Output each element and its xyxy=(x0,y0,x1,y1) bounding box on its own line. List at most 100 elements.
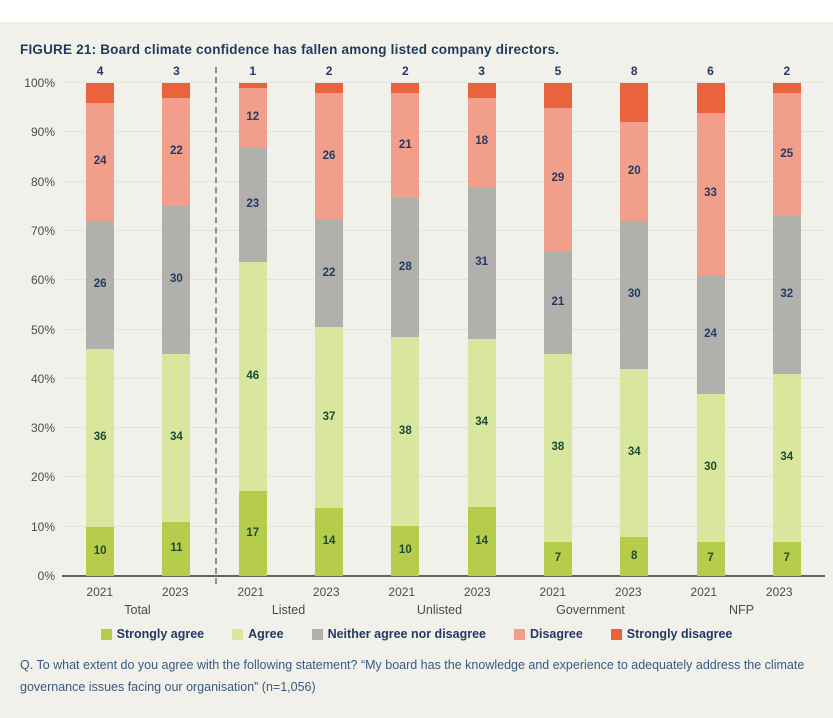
bar-segment-strongly-agree: 11 xyxy=(162,521,191,576)
bar-listed-2023: 14 37 22 26 xyxy=(315,83,344,576)
figure-panel: FIGURE 21: Board climate confidence has … xyxy=(0,22,833,718)
y-axis-tick-label: 70% xyxy=(30,223,55,238)
legend-item-strongly-disagree: Strongly disagree xyxy=(610,627,732,641)
segment-value-label: 38 xyxy=(398,424,412,437)
segment-value-label: 21 xyxy=(551,295,565,308)
legend-item-strongly-agree: Strongly agree xyxy=(100,627,205,641)
gridline xyxy=(62,131,825,133)
segment-value-label: 14 xyxy=(475,534,489,547)
bar-segment-strongly-agree: 14 xyxy=(467,506,496,576)
bar-slot-total-2023: 3 11 34 30 22 xyxy=(138,64,214,576)
gridline xyxy=(62,525,825,527)
bar-top-value-strongly-disagree: 2 xyxy=(401,64,409,78)
x-axis-year-label: 2021 xyxy=(690,585,718,599)
stacked-bar-chart: 0% 10% 20% 30% 40% 50% 60% 70% 80% 90% 100% 4 10 36 2… xyxy=(0,64,825,617)
segment-value-label: 38 xyxy=(551,441,565,454)
bar-slot-listed-2023: 2 14 37 22 26 xyxy=(291,64,367,576)
bar-listed-2021: 17 46 23 12 xyxy=(238,83,267,576)
bar-segment-neither-agree-nor-disagree: 23 xyxy=(238,147,267,263)
bar-segment-agree: 30 xyxy=(696,393,725,542)
segment-value-label: 31 xyxy=(475,256,489,269)
x-axis-baseline xyxy=(62,575,825,577)
x-axis-year-label: 2021 xyxy=(539,585,567,599)
y-axis-tick-label: 0% xyxy=(37,569,55,583)
legend-item-disagree: Disagree xyxy=(513,627,583,641)
bar-segment-agree: 34 xyxy=(620,368,649,537)
bar-segment-disagree: 26 xyxy=(315,92,344,220)
bar-slot-government-2023: 8 8 34 30 20 xyxy=(596,64,672,576)
bar-segment-strongly-agree: 8 xyxy=(620,536,649,576)
bars-container: 4 10 36 26 24 3 11 34 30 22 1 17 46 23 12 2 14 37 22 26 2 10 3… xyxy=(62,64,825,576)
bar-segment-strongly-agree: 17 xyxy=(238,491,267,576)
segment-value-label: 37 xyxy=(322,410,336,423)
legend-swatch-icon-strongly-disagree xyxy=(610,628,622,640)
segment-value-label: 22 xyxy=(322,266,336,279)
bar-top-value-strongly-disagree: 4 xyxy=(96,64,104,78)
bar-segment-disagree: 29 xyxy=(543,107,572,251)
y-axis-tick-label: 30% xyxy=(30,421,55,436)
bar-segment-disagree: 22 xyxy=(162,97,191,207)
segment-value-label: 12 xyxy=(246,111,260,124)
x-axis-group-label-unlisted: Unlisted xyxy=(416,603,463,617)
bar-segment-disagree: 25 xyxy=(772,92,801,217)
bar-segment-strongly-disagree xyxy=(543,83,572,108)
y-axis-tick-label: 10% xyxy=(30,519,55,534)
segment-value-label: 46 xyxy=(246,370,260,383)
legend-swatch-icon-strongly-agree xyxy=(100,628,112,640)
segment-value-label: 21 xyxy=(398,138,412,151)
plot-area: 4 10 36 26 24 3 11 34 30 22 1 17 46 23 12 2 14 37 22 26 2 10 3… xyxy=(62,64,825,584)
bar-segment-neither-agree-nor-disagree: 31 xyxy=(467,186,496,340)
x-axis-group-label-government: Government xyxy=(556,603,625,617)
segment-value-label: 32 xyxy=(780,288,794,301)
bar-segment-strongly-disagree xyxy=(238,83,267,88)
segment-value-label: 34 xyxy=(170,431,183,444)
x-axis-year-label: 2023 xyxy=(312,585,340,599)
figure-title: FIGURE 21: Board climate confidence has … xyxy=(20,42,560,57)
segment-value-label: 17 xyxy=(246,526,260,539)
bar-unlisted-2023: 14 34 31 18 xyxy=(467,83,496,576)
bar-segment-agree: 34 xyxy=(162,354,191,522)
x-axis-year-label: 2023 xyxy=(463,585,491,599)
segment-value-label: 26 xyxy=(93,278,107,291)
bar-top-value-strongly-disagree: 2 xyxy=(783,64,791,78)
y-axis-tick-label: 50% xyxy=(30,322,55,337)
bar-segment-agree: 38 xyxy=(543,354,572,542)
x-axis-year-label: 2023 xyxy=(161,585,189,599)
legend-label: Neither agree nor disagree xyxy=(327,627,486,641)
bar-segment-agree: 46 xyxy=(238,262,267,492)
x-axis-year-label: 2021 xyxy=(388,585,416,599)
segment-value-label: 8 xyxy=(631,549,638,562)
segment-value-label: 11 xyxy=(170,542,183,555)
bar-segment-strongly-agree: 10 xyxy=(391,526,420,576)
segment-value-label: 34 xyxy=(627,446,641,458)
bar-unlisted-2021: 10 38 28 21 xyxy=(391,83,420,576)
y-axis-tick-label: 90% xyxy=(30,125,55,140)
y-axis-tick-label: 80% xyxy=(30,174,55,189)
bar-segment-agree: 34 xyxy=(467,339,496,507)
legend-swatch-icon-disagree xyxy=(513,628,525,640)
bar-segment-neither-agree-nor-disagree: 28 xyxy=(391,197,420,337)
bar-segment-strongly-disagree xyxy=(620,83,649,123)
group-divider-dashed-line xyxy=(214,67,217,584)
bar-slot-nfp-2021: 6 7 30 24 33 xyxy=(672,64,748,576)
bar-segment-agree: 38 xyxy=(391,336,420,527)
bar-segment-neither-agree-nor-disagree: 22 xyxy=(315,219,344,328)
segment-value-label: 23 xyxy=(246,198,260,211)
bar-segment-neither-agree-nor-disagree: 21 xyxy=(543,250,572,355)
bar-segment-neither-agree-nor-disagree: 30 xyxy=(162,206,191,355)
bar-top-value-strongly-disagree: 6 xyxy=(707,64,714,78)
legend-label: Strongly agree xyxy=(116,627,205,641)
segment-value-label: 7 xyxy=(783,552,791,564)
segment-value-label: 26 xyxy=(322,149,336,162)
segment-value-label: 36 xyxy=(93,431,107,444)
legend-label: Disagree xyxy=(529,627,583,641)
bar-segment-disagree: 18 xyxy=(467,97,496,187)
segment-value-label: 7 xyxy=(554,552,562,564)
legend-item-agree: Agree xyxy=(232,627,284,641)
bar-top-value-strongly-disagree: 8 xyxy=(630,64,638,78)
segment-value-label: 34 xyxy=(780,450,794,463)
segment-value-label: 10 xyxy=(398,544,412,557)
segment-value-label: 30 xyxy=(627,288,641,301)
segment-value-label: 25 xyxy=(780,147,794,160)
